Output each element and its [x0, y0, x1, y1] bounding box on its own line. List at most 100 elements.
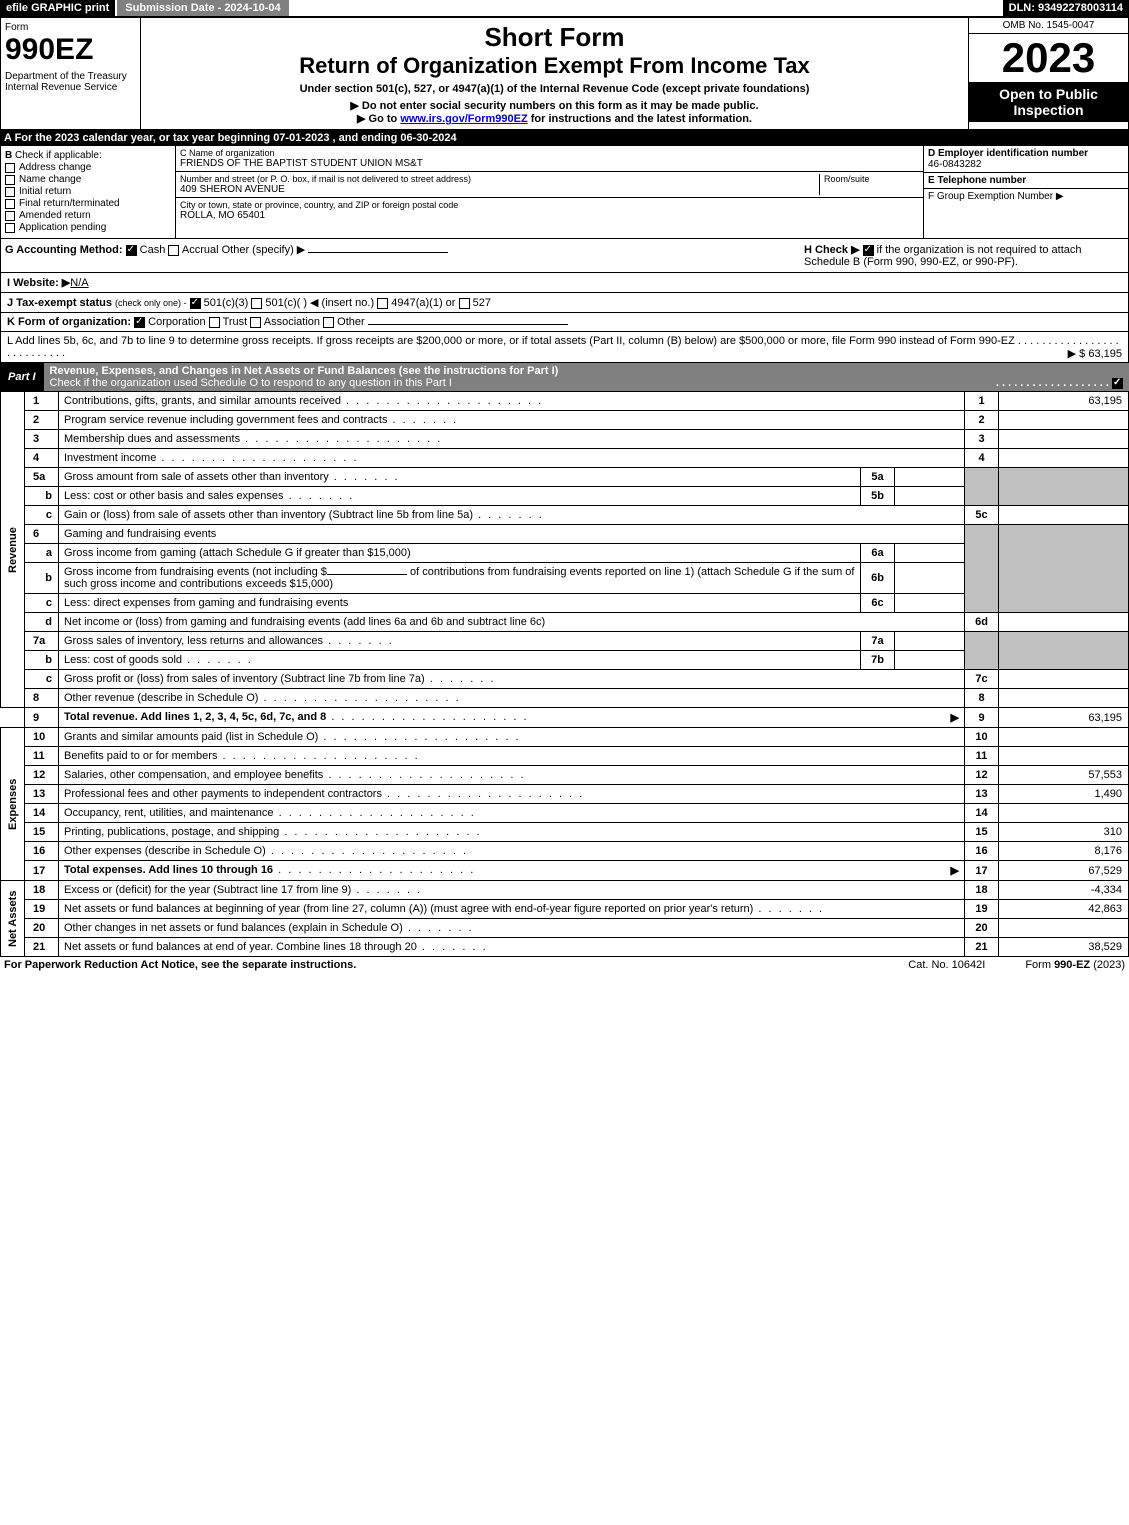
chk-other-org[interactable]: [323, 317, 334, 328]
line-14-amount: [999, 804, 1129, 823]
line-6b-value: [895, 563, 965, 594]
open-to-public: Open to Public Inspection: [969, 82, 1128, 122]
section-k: K Form of organization: Corporation Trus…: [0, 313, 1129, 332]
footer-left: For Paperwork Reduction Act Notice, see …: [4, 959, 356, 971]
line-6c-value: [895, 594, 965, 613]
top-bar: efile GRAPHIC print Submission Date - 20…: [0, 0, 1129, 17]
form-header: Form 990EZ Department of the Treasury In…: [0, 17, 1129, 130]
line-21-amount: 38,529: [999, 938, 1129, 957]
line-5b-value: [895, 487, 965, 506]
line-10-amount: [999, 728, 1129, 747]
line-7b-value: [895, 651, 965, 670]
line-2-amount: [999, 411, 1129, 430]
city-label: City or town, state or province, country…: [180, 200, 919, 210]
form-title: Return of Organization Exempt From Incom…: [145, 53, 964, 79]
omb-number: OMB No. 1545-0047: [969, 18, 1128, 34]
chk-527[interactable]: [459, 298, 470, 309]
section-j: J Tax-exempt status (check only one) - 5…: [0, 293, 1129, 313]
street: 409 SHERON AVENUE: [180, 184, 819, 195]
website-value: N/A: [70, 277, 88, 289]
form-subtitle: Under section 501(c), 527, or 4947(a)(1)…: [145, 83, 964, 95]
info-block: B Check if applicable: Address change Na…: [0, 146, 1129, 239]
line-7c-amount: [999, 670, 1129, 689]
revenue-side-label: Revenue: [1, 392, 25, 708]
part-i-table: Revenue 1 Contributions, gifts, grants, …: [0, 391, 1129, 957]
chk-address-change[interactable]: Address change: [5, 162, 171, 173]
ein: 46-0843282: [928, 159, 1124, 170]
section-d-e-f: D Employer identification number 46-0843…: [923, 146, 1128, 238]
org-name-label: C Name of organization: [180, 148, 919, 158]
city: ROLLA, MO 65401: [180, 210, 919, 221]
chk-amended-return[interactable]: Amended return: [5, 210, 171, 221]
chk-accrual[interactable]: [168, 245, 179, 256]
page-footer: For Paperwork Reduction Act Notice, see …: [0, 957, 1129, 973]
line-20-amount: [999, 919, 1129, 938]
chk-final-return[interactable]: Final return/terminated: [5, 198, 171, 209]
section-i: I Website: ▶N/A: [0, 273, 1129, 293]
part-i-header: Part I Revenue, Expenses, and Changes in…: [0, 363, 1129, 391]
expenses-side-label: Expenses: [1, 728, 25, 881]
line-19-amount: 42,863: [999, 900, 1129, 919]
section-h: H Check ▶ if the organization is not req…: [804, 243, 1124, 268]
form-label: Form: [5, 22, 136, 33]
short-form-title: Short Form: [145, 22, 964, 53]
submission-date: Submission Date - 2024-10-04: [117, 0, 288, 16]
chk-corporation[interactable]: [134, 317, 145, 328]
line-12-amount: 57,553: [999, 766, 1129, 785]
tel-label: E Telephone number: [928, 175, 1026, 186]
header-left: Form 990EZ Department of the Treasury In…: [1, 18, 141, 129]
efile-label[interactable]: efile GRAPHIC print: [0, 0, 115, 16]
header-center: Short Form Return of Organization Exempt…: [141, 18, 968, 129]
chk-initial-return[interactable]: Initial return: [5, 186, 171, 197]
room-label: Room/suite: [824, 174, 919, 184]
chk-application-pending[interactable]: Application pending: [5, 222, 171, 233]
section-c: C Name of organization FRIENDS OF THE BA…: [176, 146, 923, 238]
line-17-amount: 67,529: [999, 861, 1129, 881]
line-13-amount: 1,490: [999, 785, 1129, 804]
line-8-amount: [999, 689, 1129, 708]
gross-receipts: ▶ $ 63,195: [1068, 347, 1122, 360]
footer-right: Form 990-EZ (2023): [1025, 959, 1125, 971]
line-6d-amount: [999, 613, 1129, 632]
chk-schedule-b[interactable]: [863, 245, 874, 256]
line-1-amount: 63,195: [999, 392, 1129, 411]
section-g: G Accounting Method: Cash Accrual Other …: [5, 243, 804, 268]
line-7a-value: [895, 632, 965, 651]
chk-501c3[interactable]: [190, 298, 201, 309]
group-label: F Group Exemption Number ▶: [928, 191, 1124, 202]
irs-link[interactable]: www.irs.gov/Form990EZ: [400, 113, 527, 125]
instruction-1: ▶ Do not enter social security numbers o…: [145, 99, 964, 112]
instruction-2: ▶ Go to www.irs.gov/Form990EZ for instru…: [145, 112, 964, 125]
line-4-amount: [999, 449, 1129, 468]
section-b: B Check if applicable: Address change Na…: [1, 146, 176, 238]
line-11-amount: [999, 747, 1129, 766]
department: Department of the Treasury Internal Reve…: [5, 71, 136, 93]
footer-mid: Cat. No. 10642I: [908, 959, 985, 971]
chk-name-change[interactable]: Name change: [5, 174, 171, 185]
chk-schedule-o[interactable]: [1112, 378, 1123, 389]
chk-trust[interactable]: [209, 317, 220, 328]
street-label: Number and street (or P. O. box, if mail…: [180, 174, 819, 184]
ein-label: D Employer identification number: [928, 148, 1088, 159]
org-name: FRIENDS OF THE BAPTIST STUDENT UNION MS&…: [180, 158, 919, 169]
part-i-title: Revenue, Expenses, and Changes in Net As…: [44, 363, 1129, 391]
dln: DLN: 93492278003114: [1003, 0, 1129, 16]
line-9-amount: 63,195: [999, 708, 1129, 728]
header-right: OMB No. 1545-0047 2023 Open to Public In…: [968, 18, 1128, 129]
section-g-h: G Accounting Method: Cash Accrual Other …: [0, 239, 1129, 273]
section-l: L Add lines 5b, 6c, and 7b to line 9 to …: [0, 332, 1129, 363]
line-6a-value: [895, 544, 965, 563]
line-15-amount: 310: [999, 823, 1129, 842]
chk-association[interactable]: [250, 317, 261, 328]
line-16-amount: 8,176: [999, 842, 1129, 861]
line-5c-amount: [999, 506, 1129, 525]
tax-year: 2023: [969, 34, 1128, 82]
part-i-label: Part I: [0, 369, 44, 385]
line-18-amount: -4,334: [999, 881, 1129, 900]
chk-cash[interactable]: [126, 245, 137, 256]
chk-501c[interactable]: [251, 298, 262, 309]
section-a: A For the 2023 calendar year, or tax yea…: [0, 130, 1129, 146]
form-number: 990EZ: [5, 33, 136, 67]
chk-4947[interactable]: [377, 298, 388, 309]
line-5a-value: [895, 468, 965, 487]
